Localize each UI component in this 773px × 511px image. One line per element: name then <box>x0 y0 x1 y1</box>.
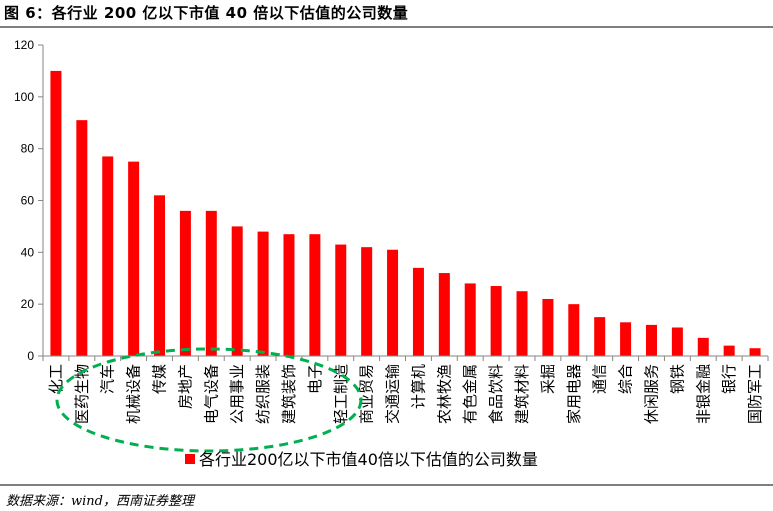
x-tick-label: 钢铁 <box>668 364 686 394</box>
y-tick-label: 0 <box>27 349 34 363</box>
x-tick-label: 通信 <box>591 364 609 394</box>
y-tick-label: 20 <box>21 297 35 311</box>
x-tick-label: 非银金融 <box>694 364 712 424</box>
x-tick-label: 轻工制造 <box>332 364 350 424</box>
bar <box>516 291 528 356</box>
x-tick-label: 农林牧渔 <box>435 364 453 424</box>
bar <box>620 322 632 356</box>
x-tick-label: 公用事业 <box>228 364 246 424</box>
y-tick-label: 60 <box>21 194 35 208</box>
x-tick-label: 机械设备 <box>125 364 143 424</box>
bar <box>697 337 709 356</box>
bar <box>671 327 683 356</box>
legend: 各行业200亿以下市值40倍以下估值的公司数量 <box>185 450 538 469</box>
bar-series <box>50 70 761 357</box>
bar <box>283 234 295 356</box>
source-divider <box>0 484 773 486</box>
bar <box>50 70 62 357</box>
bar <box>128 161 140 356</box>
bar <box>594 317 606 356</box>
x-tick-label: 纺织服装 <box>254 364 272 424</box>
bar <box>257 231 269 356</box>
legend-label: 各行业200亿以下市值40倍以下估值的公司数量 <box>199 450 538 469</box>
x-tick-label: 交通运输 <box>384 364 402 424</box>
x-tick-label: 电子 <box>306 364 324 394</box>
bar <box>335 244 347 356</box>
bar <box>438 273 450 356</box>
x-tick-label: 食品饮料 <box>487 364 505 424</box>
title-divider <box>0 26 773 28</box>
bar <box>102 156 114 356</box>
x-tick-label: 传媒 <box>151 364 169 394</box>
bar <box>309 234 321 356</box>
source-note: 数据来源：wind，西南证券整理 <box>6 494 194 509</box>
x-tick-label: 有色金属 <box>461 364 479 424</box>
bar <box>154 195 166 356</box>
x-tick-label: 国防军工 <box>746 364 764 424</box>
y-tick-label: 80 <box>21 142 35 156</box>
x-tick-label: 银行 <box>720 364 738 394</box>
x-tick-label: 休闲服务 <box>642 364 660 424</box>
x-tick-label: 电气设备 <box>202 364 220 424</box>
bar <box>76 120 88 357</box>
bar <box>387 249 399 356</box>
x-tick-label: 汽车 <box>99 364 117 394</box>
x-tick-label: 建筑材料 <box>513 364 531 424</box>
figure-title: 图 6：各行业 200 亿以下市值 40 倍以下估值的公司数量 <box>4 4 409 22</box>
x-tick-label: 综合 <box>617 364 635 394</box>
bar <box>361 247 373 356</box>
bar <box>645 324 657 356</box>
y-tick-label: 100 <box>14 90 34 104</box>
bar <box>749 348 761 356</box>
x-axis: 化工 医药生物 汽车 机械设备 传媒 房地产 电气设备 公用事业 纺织服装 建筑装饰 电子 轻工制造商… <box>42 355 769 424</box>
bar <box>568 304 580 356</box>
x-tick-label: 家用电器 <box>565 364 583 424</box>
x-tick-label: 商业贸易 <box>358 364 376 424</box>
bar <box>412 267 424 356</box>
x-tick-label: 化工 <box>47 364 65 394</box>
bar <box>723 345 735 356</box>
x-tick-label: 采掘 <box>539 364 557 394</box>
x-tick-label: 计算机 <box>409 364 427 409</box>
bar <box>490 286 502 356</box>
bar <box>542 298 554 356</box>
bar-chart: 0 20 40 60 80 100 120 化工 医药生物 汽车 机械设备 传媒 房地产 电气设备 公用事… <box>14 38 769 469</box>
y-tick-label: 40 <box>21 245 35 259</box>
y-tick-label: 120 <box>14 38 34 52</box>
x-tick-label: 建筑装饰 <box>280 364 298 424</box>
bar <box>179 210 191 356</box>
legend-swatch <box>185 454 195 464</box>
x-tick-label: 医药生物 <box>73 364 91 424</box>
bar <box>464 283 476 356</box>
bar <box>231 226 243 356</box>
highlight-ellipse <box>55 347 363 453</box>
x-tick-label: 房地产 <box>176 364 194 409</box>
bar <box>205 210 217 356</box>
y-axis: 0 20 40 60 80 100 120 <box>14 38 44 363</box>
